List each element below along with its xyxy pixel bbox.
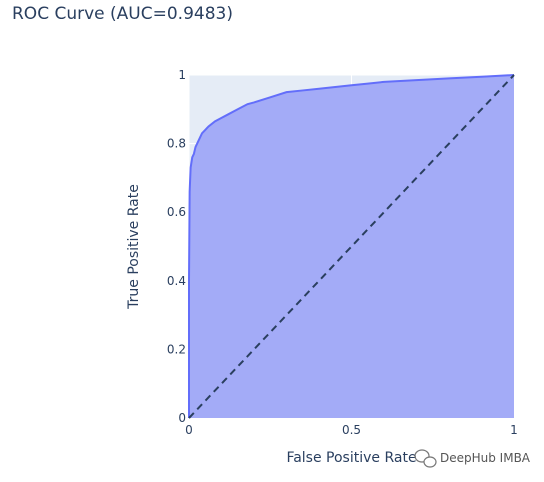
x-tick-label: 0.5	[342, 423, 361, 437]
x-axis-title: False Positive Rate	[286, 450, 416, 466]
x-tick-label: 1	[510, 423, 518, 437]
watermark-text: DeepHub IMBA	[440, 451, 531, 465]
y-axis-title: True Positive Rate	[126, 184, 142, 310]
y-tick-label: 1	[178, 68, 186, 82]
y-tick-label: 0.8	[167, 137, 186, 151]
watermark: DeepHub IMBA	[414, 449, 531, 468]
roc-curve-line	[188, 74, 515, 418]
y-tick-label: 0.2	[167, 342, 186, 356]
chart-title: ROC Curve (AUC=0.9483)	[12, 4, 233, 24]
y-tick-label: 0.4	[167, 274, 186, 288]
y-tick-label: 0	[178, 411, 186, 425]
x-axis-ticks: 0 0.5 1	[185, 423, 518, 437]
wechat-icon	[414, 449, 437, 468]
x-tick-label: 0	[185, 423, 193, 437]
y-tick-label: 0.6	[167, 205, 186, 219]
random-classifier-diagonal	[188, 74, 515, 419]
y-axis-ticks: 0 0.2 0.4 0.6 0.8 1	[167, 68, 186, 425]
